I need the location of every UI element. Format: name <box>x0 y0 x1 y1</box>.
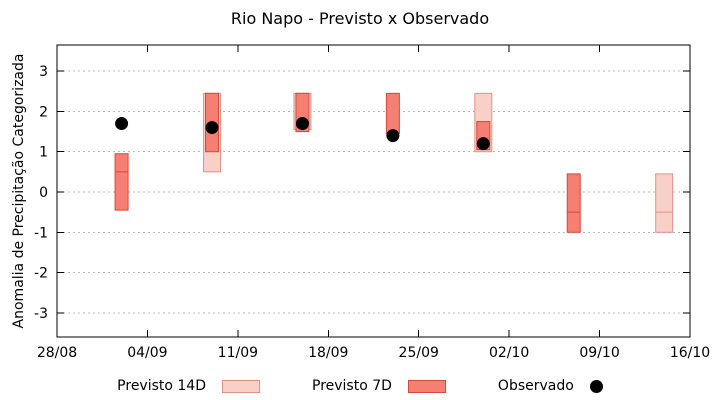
legend-label-previsto-7d: Previsto 7D <box>312 378 392 394</box>
x-tick-label: 11/09 <box>218 345 258 361</box>
observed-dot <box>295 117 309 131</box>
legend-label-observado: Observado <box>497 378 574 394</box>
x-tick-label: 18/09 <box>308 345 348 361</box>
x-tick-label: 09/10 <box>579 345 619 361</box>
observed-dot <box>476 137 490 151</box>
legend: Previsto 14D Previsto 7D Observado <box>0 378 720 394</box>
observed-dot <box>115 117 129 131</box>
observed-dot <box>386 129 400 143</box>
y-tick-label: -3 <box>34 306 48 322</box>
legend-item-previsto-7d: Previsto 7D <box>312 378 446 394</box>
observed-dot <box>205 121 219 135</box>
x-tick-label: 25/09 <box>399 345 439 361</box>
y-tick-label: -2 <box>34 266 48 282</box>
forecast-7d-bar <box>114 153 129 211</box>
y-tick-label: 0 <box>39 185 48 201</box>
x-tick-label: 28/08 <box>37 345 77 361</box>
forecast-14d-bar <box>655 173 674 233</box>
x-tick-label: 02/10 <box>489 345 529 361</box>
x-tick-label: 04/09 <box>127 345 167 361</box>
legend-swatch-previsto-14d <box>222 379 260 393</box>
forecast-7d-bar <box>566 173 581 233</box>
legend-label-previsto-14d: Previsto 14D <box>117 378 206 394</box>
y-tick-label: 2 <box>39 104 48 120</box>
plot-border <box>56 44 691 338</box>
legend-swatch-previsto-7d <box>407 379 446 393</box>
y-tick-label: 1 <box>39 145 48 161</box>
legend-item-previsto-14d: Previsto 14D <box>117 378 260 394</box>
x-tick-label: 16/10 <box>670 345 710 361</box>
y-tick-label: 3 <box>39 64 48 80</box>
y-tick-label: -1 <box>34 225 48 241</box>
legend-swatch-observado <box>589 379 603 393</box>
forecast-7d-bar <box>385 92 400 135</box>
legend-item-observado: Observado <box>498 378 603 394</box>
chart-title: Rio Napo - Previsto x Observado <box>230 9 490 28</box>
